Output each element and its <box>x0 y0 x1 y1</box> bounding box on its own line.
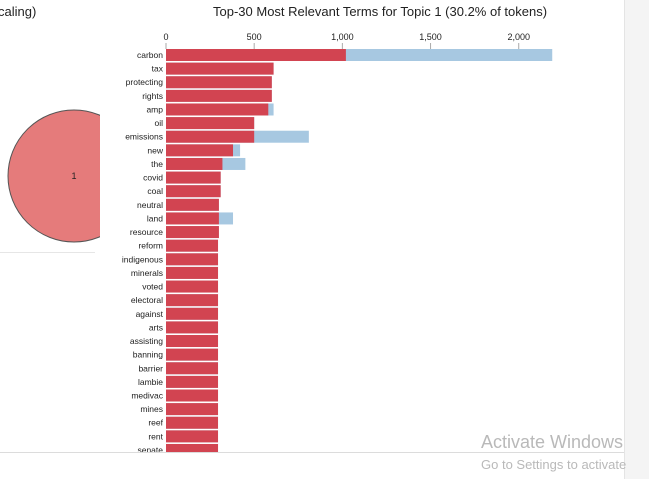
topic-frequency-bar[interactable] <box>166 239 219 252</box>
scaling-label: caling) <box>0 4 37 19</box>
x-tick-label: 2,000 <box>507 32 530 42</box>
topic-frequency-bar[interactable] <box>166 103 269 116</box>
topic-frequency-bar[interactable] <box>166 335 219 348</box>
topic-frequency-bar[interactable] <box>166 144 234 157</box>
topic-frequency-bar[interactable] <box>166 157 223 170</box>
topic-frequency-bar[interactable] <box>166 362 219 375</box>
topic-frequency-bar[interactable] <box>166 403 219 416</box>
x-tick-label: 500 <box>247 32 262 42</box>
x-tick-label: 1,000 <box>331 32 354 42</box>
term-label[interactable]: barrier <box>138 363 163 373</box>
term-label[interactable]: lambie <box>138 377 163 387</box>
topic-frequency-bar[interactable] <box>166 307 219 320</box>
topic-frequency-bar[interactable] <box>166 212 219 225</box>
term-label[interactable]: resource <box>130 227 163 237</box>
x-tick-label: 1,500 <box>419 32 442 42</box>
term-label[interactable]: electoral <box>131 295 163 305</box>
topic-bubble-label: 1 <box>71 171 76 181</box>
topic-frequency-bar[interactable] <box>166 171 221 184</box>
term-label[interactable]: neutral <box>137 200 163 210</box>
term-label[interactable]: assisting <box>130 336 163 346</box>
x-tick-label: 0 <box>163 32 168 42</box>
term-label[interactable]: against <box>136 309 164 319</box>
term-label[interactable]: arts <box>149 322 163 332</box>
activation-watermark-title: Activate Windows <box>481 432 624 452</box>
term-label[interactable]: the <box>151 159 163 169</box>
term-label[interactable]: voted <box>142 282 163 292</box>
term-label[interactable]: new <box>147 145 163 155</box>
term-label[interactable]: rent <box>148 431 163 441</box>
topic-frequency-bar[interactable] <box>166 130 255 143</box>
term-bar-chart: 0 500 1,000 1,500 2,000 carbon tax protecting ri… <box>122 32 553 452</box>
topic-frequency-bar[interactable] <box>166 321 219 334</box>
chart-title: Top-30 Most Relevant Terms for Topic 1 (… <box>213 4 548 19</box>
term-label[interactable]: banning <box>133 350 164 360</box>
divider <box>0 252 95 253</box>
term-label[interactable]: reform <box>138 241 163 251</box>
topic-frequency-bar[interactable] <box>166 89 272 102</box>
term-label[interactable]: indigenous <box>122 254 163 264</box>
term-label[interactable]: minerals <box>131 268 163 278</box>
activation-watermark-subtitle: Go to Settings to activate <box>481 457 627 472</box>
topic-frequency-bar[interactable] <box>166 348 219 361</box>
topic-frequency-bar[interactable] <box>166 443 219 452</box>
term-label[interactable]: emissions <box>125 132 163 142</box>
topic-frequency-bar[interactable] <box>166 294 219 307</box>
term-label[interactable]: tax <box>152 64 164 74</box>
topic-frequency-bar[interactable] <box>166 375 219 388</box>
term-label[interactable]: amp <box>146 104 163 114</box>
term-label[interactable]: protecting <box>126 77 164 87</box>
topic-frequency-bar[interactable] <box>166 226 219 239</box>
topic-frequency-bar[interactable] <box>166 76 272 89</box>
topic-frequency-bar[interactable] <box>166 253 219 266</box>
topic-frequency-bar[interactable] <box>166 389 219 402</box>
term-label[interactable]: senate <box>137 445 163 452</box>
topic-frequency-bar[interactable] <box>166 49 346 61</box>
topic-frequency-bar[interactable] <box>166 416 219 429</box>
topic-frequency-bar[interactable] <box>166 430 219 443</box>
topic-frequency-bar[interactable] <box>166 117 255 130</box>
term-label[interactable]: reef <box>148 418 163 428</box>
topic-frequency-bar[interactable] <box>166 185 221 198</box>
topic-bubble-1[interactable] <box>7 109 100 243</box>
term-label[interactable]: medivac <box>131 391 163 401</box>
topic-frequency-bar[interactable] <box>166 266 219 279</box>
term-label[interactable]: coal <box>147 186 163 196</box>
topic-frequency-bar[interactable] <box>166 198 219 211</box>
topic-frequency-bar[interactable] <box>166 280 219 293</box>
term-label[interactable]: rights <box>142 91 163 101</box>
term-label[interactable]: oil <box>154 118 163 128</box>
topic-frequency-bar[interactable] <box>166 62 274 75</box>
term-label[interactable]: land <box>147 213 163 223</box>
scrollbar-track[interactable] <box>624 0 649 479</box>
term-label[interactable]: covid <box>143 173 163 183</box>
panel-bottom-border <box>0 452 624 453</box>
term-label[interactable]: mines <box>140 404 163 414</box>
intertopic-map: 1 <box>7 109 100 243</box>
term-label[interactable]: carbon <box>137 50 163 60</box>
